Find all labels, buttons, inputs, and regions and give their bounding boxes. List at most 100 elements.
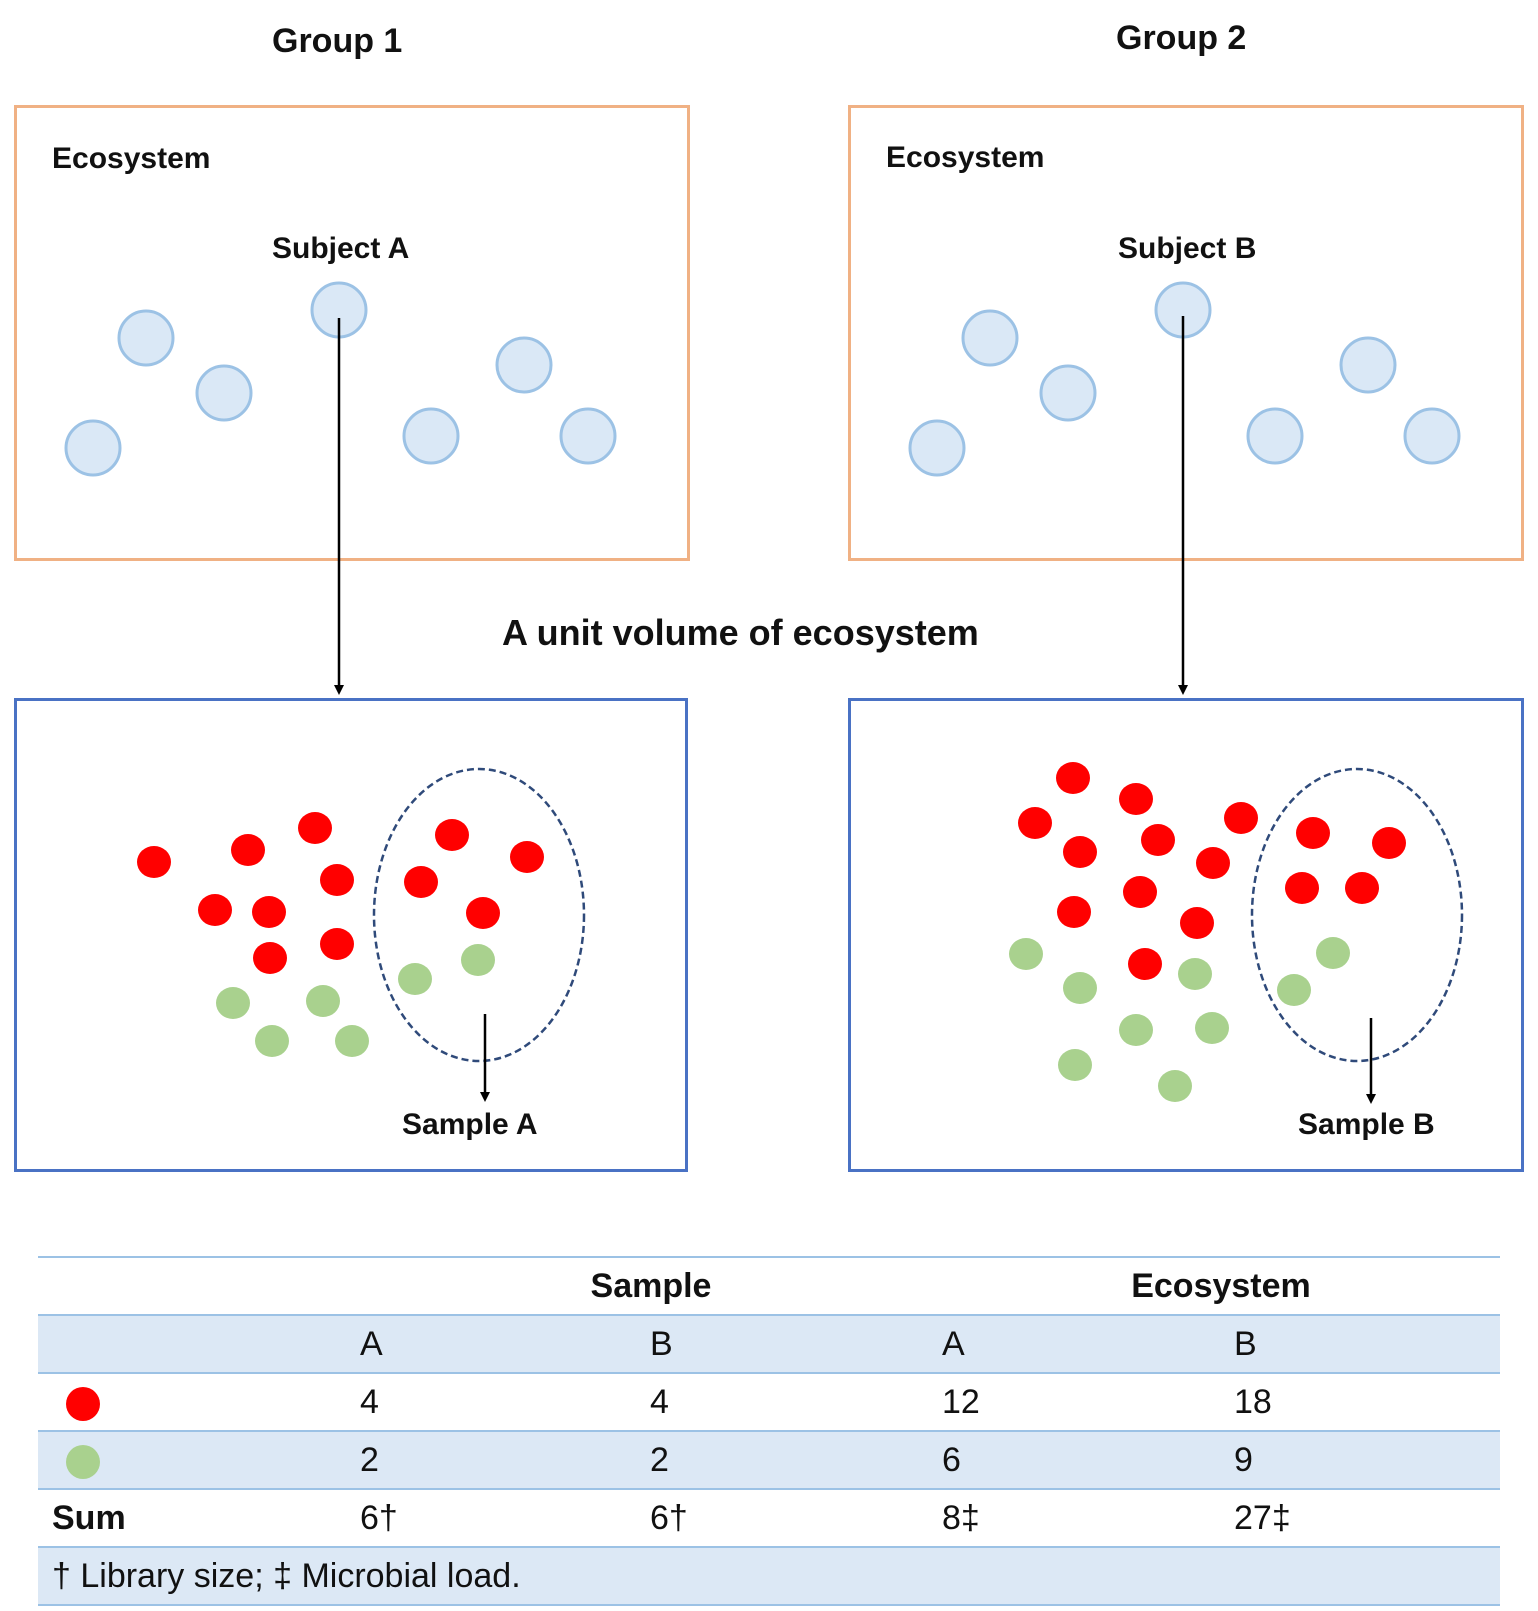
red-microbe-dot [1141, 824, 1175, 856]
subject-circle [195, 364, 253, 422]
column-header-ecosystem-b: B [1234, 1315, 1500, 1373]
sample-b-label: Sample B [1298, 1108, 1435, 1141]
green-microbe-dot [255, 1025, 289, 1057]
subject-a-label: Subject A [272, 232, 410, 265]
subject-circle [1403, 407, 1461, 465]
subject-circle [495, 336, 553, 394]
red-microbe-dot [320, 864, 354, 896]
ecosystem-box-group-2 [848, 105, 1524, 561]
ecosystem-label-group-2: Ecosystem [886, 141, 1045, 174]
table-row-green: 2 2 6 9 [38, 1431, 1500, 1489]
group-2-title: Group 2 [1116, 19, 1247, 57]
table-row-sum: Sum 6† 6† 8‡ 27‡ [38, 1489, 1500, 1547]
red-microbe-dot [1128, 948, 1162, 980]
green-microbe-dot [1119, 1014, 1153, 1046]
ecosystem-header: Ecosystem [1131, 1266, 1311, 1305]
red-microbe-dot [252, 896, 286, 928]
diagram-canvas [64, 281, 1464, 1104]
table-column-header-row: A B A B [38, 1315, 1500, 1373]
green-microbe-dot [461, 944, 495, 976]
red-microbe-dot [510, 841, 544, 873]
red-microbe-dot [137, 846, 171, 878]
green-microbe-dot [1277, 974, 1311, 1006]
group-1-title: Group 1 [272, 22, 403, 60]
green-microbe-dot [1158, 1070, 1192, 1102]
subject-circle [402, 407, 460, 465]
red-microbe-dot [298, 812, 332, 844]
red-microbe-dot [1018, 807, 1052, 839]
red-microbe-dot [1285, 872, 1319, 904]
green-microbe-dot [1178, 958, 1212, 990]
sample-region-b [1250, 767, 1464, 1063]
green-microbe-dot [1058, 1049, 1092, 1081]
red-microbe-dot [320, 928, 354, 960]
subject-circle [559, 407, 617, 465]
red-microbe-dot [231, 834, 265, 866]
table-cell: 2 [360, 1431, 650, 1489]
table-cell: 9 [1234, 1431, 1500, 1489]
microbe-dots [137, 762, 1406, 1102]
ecosystem-box-group-1 [14, 105, 690, 561]
subject-circles [64, 281, 1461, 477]
table-cell: 4 [360, 1382, 379, 1421]
green-microbe-dot [1195, 1012, 1229, 1044]
unit-volume-box-group-2 [848, 698, 1524, 1172]
table-cell: 2 [650, 1431, 942, 1489]
green-dot-icon [66, 1444, 100, 1479]
unit-volume-label: A unit volume of ecosystem [502, 612, 979, 653]
green-microbe-dot [398, 963, 432, 995]
sample-header: Sample [590, 1266, 712, 1305]
red-microbe-dot [466, 897, 500, 929]
red-microbe-dot [1180, 907, 1214, 939]
green-microbe-dot [1009, 938, 1043, 970]
red-microbe-dot [1224, 802, 1258, 834]
table-cell: 6† [650, 1498, 688, 1537]
subject-circle [1246, 407, 1304, 465]
subject-b-label: Subject B [1118, 232, 1257, 265]
red-microbe-dot [253, 942, 287, 974]
subject-circle [961, 309, 1019, 367]
red-microbe-dot [198, 894, 232, 926]
green-microbe-dot [306, 985, 340, 1017]
green-microbe-dot [335, 1025, 369, 1057]
table-footnote: † Library size; ‡ Microbial load. [38, 1547, 1500, 1605]
red-microbe-dot [1119, 783, 1153, 815]
sample-a-label: Sample A [402, 1108, 538, 1141]
subject-circle [1339, 336, 1397, 394]
column-header-sample-a: A [360, 1315, 650, 1373]
subject-circle [64, 419, 122, 477]
red-microbe-dot [435, 819, 469, 851]
ecosystem-label-group-1: Ecosystem [52, 142, 211, 175]
red-microbe-dot [1296, 817, 1330, 849]
table-row-red: 4 4 12 18 [38, 1373, 1500, 1431]
table-cell: 6† [360, 1498, 398, 1537]
subject-circle [117, 309, 175, 367]
table-footnote-row: † Library size; ‡ Microbial load. [38, 1547, 1500, 1605]
table-cell: 4 [650, 1382, 669, 1421]
red-microbe-dot [1063, 836, 1097, 868]
red-microbe-dot [1057, 896, 1091, 928]
unit-volume-box-group-1 [14, 698, 688, 1172]
sample-region-a [372, 767, 586, 1063]
subject-circle [1039, 364, 1097, 422]
column-header-ecosystem-a: A [942, 1315, 1234, 1373]
sum-label: Sum [52, 1498, 126, 1537]
table-cell: 6 [942, 1431, 1234, 1489]
red-microbe-dot [1345, 872, 1379, 904]
table-cell: 8‡ [942, 1498, 980, 1537]
red-microbe-dot [1196, 847, 1230, 879]
table-cell: 27‡ [1234, 1498, 1291, 1537]
table-group-header-row: Sample Ecosystem [38, 1257, 1500, 1315]
green-microbe-dot [1063, 972, 1097, 1004]
count-table: Sample Ecosystem A B A B 4 4 12 18 2 2 6… [38, 1256, 1500, 1606]
red-dot-icon [66, 1386, 100, 1421]
green-microbe-dot [1316, 937, 1350, 969]
red-microbe-dot [404, 866, 438, 898]
table-cell: 12 [942, 1382, 980, 1421]
subject-circle [908, 419, 966, 477]
red-microbe-dot [1056, 762, 1090, 794]
table-cell: 18 [1234, 1382, 1272, 1421]
green-microbe-dot [216, 987, 250, 1019]
red-microbe-dot [1372, 827, 1406, 859]
column-header-sample-b: B [650, 1315, 942, 1373]
